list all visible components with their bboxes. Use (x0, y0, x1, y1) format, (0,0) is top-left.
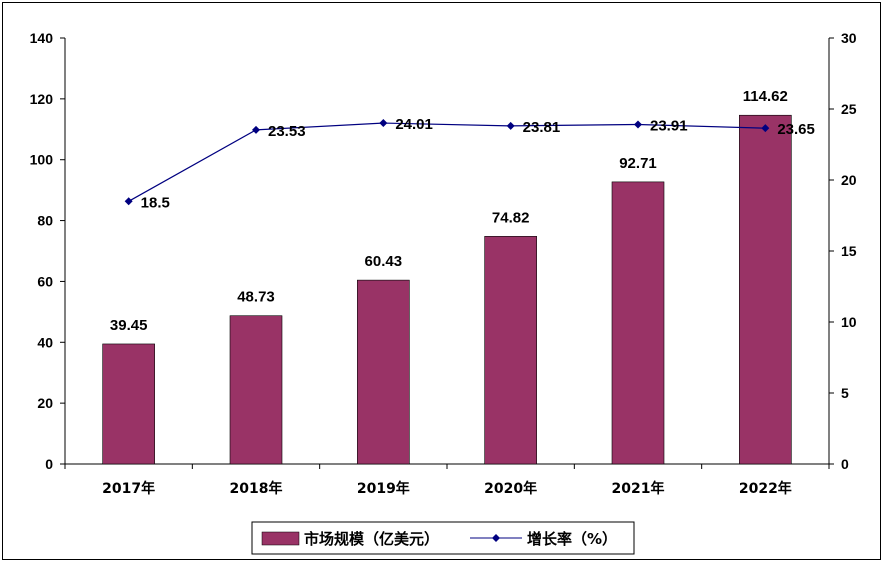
legend-bar-label: 市场规模（亿美元） (304, 530, 439, 548)
axes (64, 38, 830, 469)
line-point-marker (379, 119, 388, 128)
category-label: 2020年 (484, 480, 537, 497)
line-value-label: 23.53 (268, 123, 306, 140)
line-value-label: 24.01 (395, 116, 433, 133)
left-axis-tick-label: 100 (30, 152, 54, 168)
legend-line-label: 增长率（%） (527, 530, 617, 548)
bar-value-label: 39.45 (110, 317, 148, 334)
bar-value-label: 114.62 (743, 88, 788, 105)
bar-series (102, 114, 792, 465)
line-point-marker (124, 197, 133, 206)
bar-value-label: 60.43 (365, 253, 403, 270)
growth-rate-line (128, 122, 766, 202)
bar (611, 181, 665, 465)
category-label: 2019年 (357, 480, 410, 497)
line-point-marker (761, 124, 770, 133)
right-axis-tick-label: 25 (841, 101, 857, 117)
category-label: 2021年 (612, 480, 665, 497)
category-label: 2022年 (739, 480, 792, 497)
right-axis-tick-label: 0 (841, 456, 849, 472)
left-axis-tick-label: 0 (45, 456, 53, 472)
bar (739, 114, 792, 465)
line-point-marker (252, 125, 260, 134)
right-axis-tick-label: 30 (841, 30, 857, 46)
left-axis-tick-label: 80 (37, 213, 53, 229)
bar-data-labels: 39.45 48.73 60.43 74.82 92.71 114.62 (110, 88, 788, 334)
legend-box (251, 521, 635, 555)
left-axis-ticks: 0 20 40 60 80 100 120 140 (30, 30, 65, 472)
line-data-labels: 18.5 23.53 24.01 23.81 23.91 23.65 (141, 116, 815, 211)
left-axis-tick-label: 20 (37, 395, 53, 411)
bar (484, 236, 537, 465)
right-axis-ticks: 0 5 10 15 20 25 30 (829, 30, 857, 472)
right-axis-tick-label: 10 (841, 314, 857, 330)
line-value-label: 18.5 (141, 194, 170, 211)
category-label: 2017年 (102, 480, 155, 497)
left-axis-tick-label: 140 (30, 30, 54, 46)
bar (102, 343, 155, 465)
left-axis-tick-label: 60 (37, 273, 53, 289)
line-value-label: 23.91 (650, 117, 688, 134)
right-axis-tick-label: 20 (841, 172, 857, 188)
bar (229, 315, 283, 465)
legend-bar-swatch (261, 531, 300, 546)
legend-line-marker (492, 534, 500, 542)
bar-value-label: 92.71 (619, 155, 657, 172)
line-value-label: 23.65 (777, 121, 815, 138)
bar-value-label: 74.82 (492, 209, 530, 226)
category-label: 2018年 (230, 480, 283, 497)
right-axis-tick-label: 15 (841, 243, 857, 259)
right-axis-tick-label: 5 (841, 385, 849, 401)
left-axis-tick-label: 40 (37, 334, 53, 350)
category-labels: 2017年 2018年 2019年 2020年 2021年 2022年 (102, 480, 792, 497)
legend: 市场规模（亿美元） 增长率（%） (251, 521, 635, 555)
line-value-label: 23.81 (523, 119, 561, 136)
line-point-marker (634, 120, 642, 129)
bar-value-label: 48.73 (237, 289, 275, 306)
bar (357, 279, 410, 465)
line-point-marker (506, 121, 515, 130)
left-axis-tick-label: 120 (30, 91, 54, 107)
line-series (124, 119, 770, 206)
